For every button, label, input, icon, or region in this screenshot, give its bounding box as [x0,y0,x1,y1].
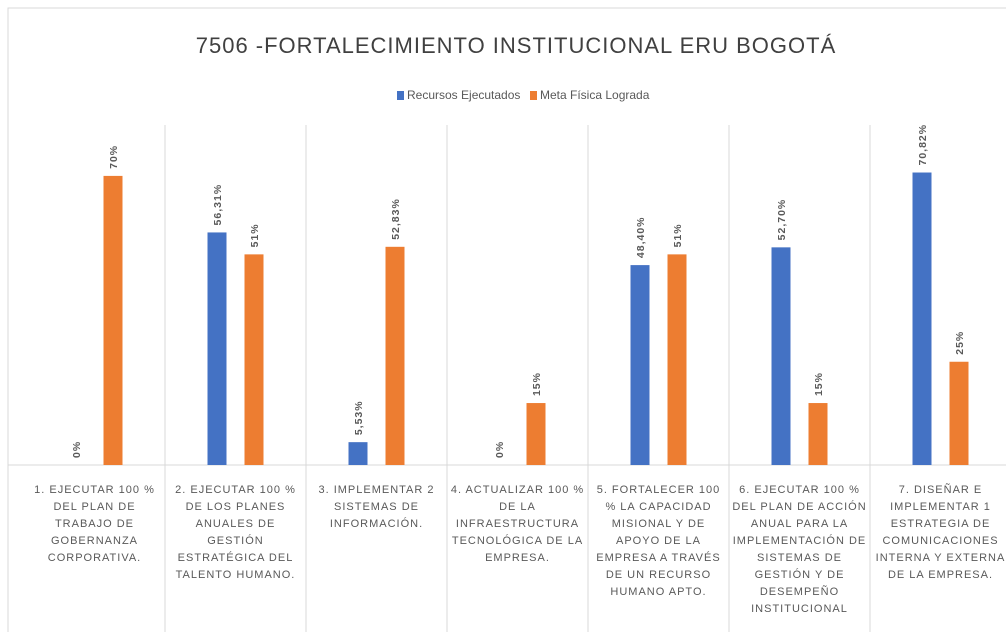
data-label: 15% [531,372,543,396]
category-label: 4. ACTUALIZAR 100 % DE LA INFRAESTRUCTUR… [450,484,585,564]
chart-title: 7506 -FORTALECIMIENTO INSTITUCIONAL ERU … [196,33,837,58]
legend-label: Meta Física Lograda [540,88,650,102]
data-label: 51% [249,223,261,247]
category-label: 2. EJECUTAR 100 % DE LOS PLANES ANUALES … [175,484,296,581]
legend-label: Recursos Ejecutados [407,88,520,102]
bar [808,403,828,465]
bar [244,254,264,465]
data-label: 15% [813,372,825,396]
bar [630,265,650,465]
data-label: 52,83% [390,198,402,240]
bar [526,403,546,465]
data-label: 70% [108,145,120,169]
data-label: 56,31% [212,184,224,226]
data-label: 70,82% [917,124,929,166]
bar [385,246,405,465]
data-label: 0% [494,441,506,458]
data-label: 52,70% [776,199,788,241]
bar [103,175,123,465]
category-label: 7. DISEÑAR E IMPLEMENTAR 1 ESTRATEGIA DE… [875,484,1006,581]
category-label: 6. EJECUTAR 100 % DEL PLAN DE ACCIÓN ANU… [732,484,867,615]
data-label: 25% [954,331,966,355]
category-label: 1. EJECUTAR 100 % DEL PLAN DE TRABAJO DE… [34,484,155,564]
bar [949,361,969,465]
bar [912,172,932,465]
bar [207,232,227,465]
legend-swatch [397,91,404,100]
data-label: 0% [71,441,83,458]
bar [348,442,368,465]
bar [667,254,687,465]
bar [771,247,791,465]
data-label: 51% [672,223,684,247]
category-label: 5. FORTALECER 100 % LA CAPACIDAD MISIONA… [596,484,721,598]
data-label: 48,40% [635,216,647,258]
data-label: 5,53% [353,400,365,435]
category-label: 3. IMPLEMENTAR 2 SISTEMAS DE INFORMACIÓN… [318,484,435,530]
chart-frame [7,7,1006,632]
legend-swatch [530,91,537,100]
